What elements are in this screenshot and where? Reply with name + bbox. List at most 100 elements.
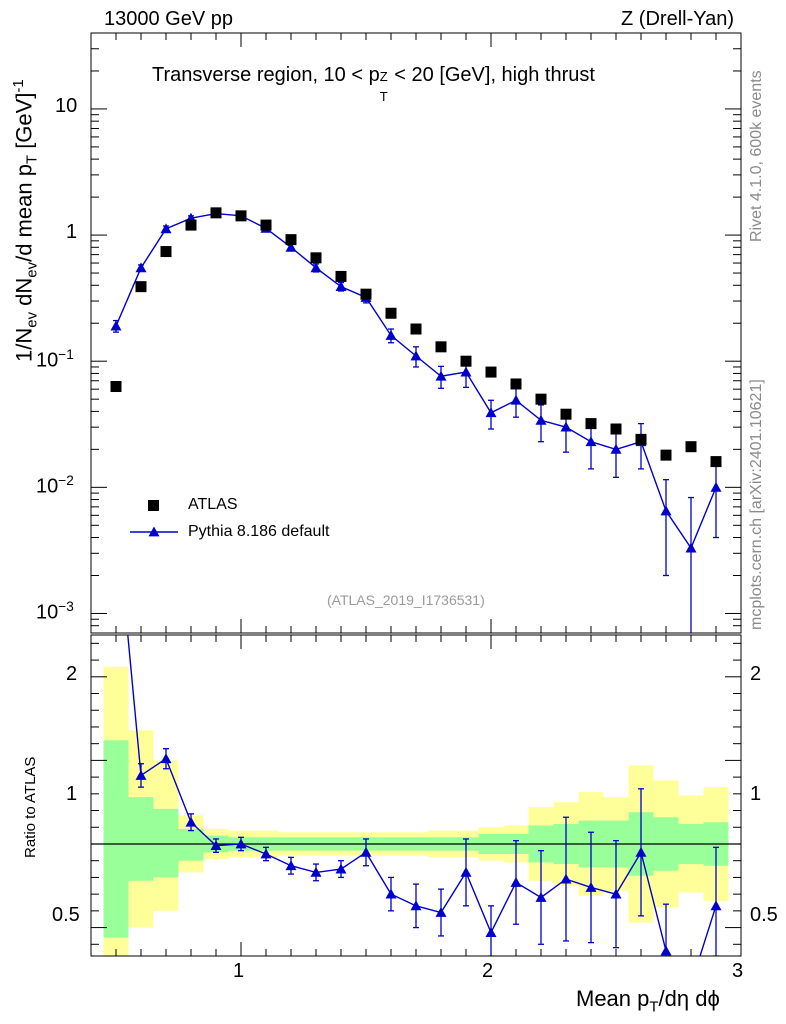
pythia-point: [535, 414, 547, 425]
pythia-point: [435, 370, 447, 381]
ratio-point: [510, 876, 522, 887]
pythia-point: [460, 366, 472, 377]
ratio-tick-label-right: 1: [750, 783, 762, 805]
pythia-series: [110, 208, 722, 633]
ratio-tick-label: 0.5: [52, 904, 80, 926]
legend: [130, 500, 178, 537]
pythia-point: [510, 394, 522, 405]
analysis-id: (ATLAS_2019_I1736531): [327, 592, 485, 608]
ratio-point: [660, 945, 672, 956]
ratio-point: [210, 840, 222, 851]
legend-marker-atlas: [148, 500, 159, 511]
ratio-tick-label: 1: [66, 783, 78, 805]
y-tick-label: 10−3: [36, 599, 74, 624]
y-tick-label: 10−1: [36, 347, 74, 372]
pythia-point: [135, 262, 147, 273]
atlas-point: [460, 355, 472, 367]
pythia-point: [285, 241, 297, 252]
y-tick-label: 10−2: [36, 473, 74, 498]
pythia-point: [310, 262, 322, 273]
atlas-point: [510, 378, 522, 390]
ratio-point: [610, 888, 622, 899]
ratio-tick-label-right: 2: [750, 663, 762, 685]
ratio-point: [460, 866, 472, 877]
axis-ticks: [90, 32, 742, 956]
atlas-point: [485, 366, 497, 378]
ratio-band-inner: [103, 740, 129, 938]
ratio-point: [360, 846, 372, 857]
ratio-band-inner: [128, 797, 154, 881]
ratio-point: [235, 838, 247, 849]
pythia-point: [685, 542, 697, 553]
atlas-point: [335, 270, 347, 282]
ratio-series: [127, 635, 722, 956]
pythia-point: [385, 329, 397, 340]
ratio-y-axis-label: Ratio to ATLAS: [22, 756, 39, 858]
pythia-point: [585, 436, 597, 447]
pythia-point: [335, 281, 347, 292]
legend-label-atlas: ATLAS: [188, 496, 238, 513]
ratio-point: [310, 866, 322, 877]
ratio-point: [285, 860, 297, 871]
ratio-point: [710, 900, 722, 911]
ratio-point: [485, 927, 497, 937]
ratio-point: [410, 900, 422, 911]
atlas-point: [635, 433, 647, 445]
process-label: Z (Drell-Yan): [621, 8, 734, 30]
pythia-point: [710, 481, 722, 492]
rivet-label: Rivet 4.1.0, 600k events: [748, 70, 765, 242]
atlas-point: [535, 393, 547, 405]
ratio-point: [135, 769, 147, 780]
atlas-point: [385, 307, 397, 319]
x-tick-label: 3: [732, 960, 744, 982]
ratio-point: [635, 846, 647, 857]
atlas-point: [285, 234, 297, 246]
atlas-point: [610, 423, 622, 435]
y-axis-label: 1/Nev dNev/d mean pT [GeV]-1: [10, 79, 41, 362]
atlas-point: [685, 441, 697, 453]
pythia-point: [160, 223, 172, 234]
ratio-band-inner: [153, 808, 179, 878]
ratio-point: [260, 848, 272, 859]
ratio-point: [160, 753, 172, 764]
atlas-point: [560, 408, 572, 420]
x-tick-label: 1: [233, 960, 245, 982]
ratio-point: [585, 881, 597, 892]
ratio-band-inner: [178, 828, 204, 861]
atlas-point: [435, 341, 447, 353]
atlas-point: [210, 207, 222, 219]
atlas-point: [660, 449, 672, 461]
atlas-point: [260, 219, 272, 231]
y-tick-label: 10: [55, 95, 78, 117]
atlas-point: [185, 219, 197, 231]
atlas-point: [235, 210, 247, 222]
pythia-point: [485, 407, 497, 418]
pythia-point: [610, 443, 622, 454]
legend-label-pythia: Pythia 8.186 default: [188, 523, 330, 540]
atlas-series: [110, 207, 722, 468]
x-tick-label: 2: [482, 960, 494, 982]
pythia-point: [660, 505, 672, 516]
ratio-point: [335, 863, 347, 874]
atlas-point: [160, 246, 172, 258]
atlas-point: [585, 418, 597, 430]
ratio-point: [185, 816, 197, 827]
energy-label: 13000 GeV pp: [104, 8, 233, 30]
atlas-point: [410, 323, 422, 335]
atlas-point: [110, 381, 122, 393]
ratio-tick-label-right: 0.5: [750, 904, 778, 926]
x-axis-label: Mean pT/dη dϕ: [576, 986, 720, 1016]
atlas-point: [135, 281, 147, 293]
pythia-point: [410, 350, 422, 361]
pythia-point: [110, 320, 122, 331]
y-tick-label: 1: [66, 221, 78, 243]
pythia-point: [560, 421, 572, 432]
ratio-point: [435, 907, 447, 917]
ratio-tick-label: 2: [66, 663, 78, 685]
atlas-point: [710, 456, 722, 468]
ratio-point: [385, 888, 397, 899]
ratio-point: [560, 873, 572, 884]
mcplots-label: mcplots.cern.ch [arXiv:2401.10621]: [748, 379, 765, 630]
